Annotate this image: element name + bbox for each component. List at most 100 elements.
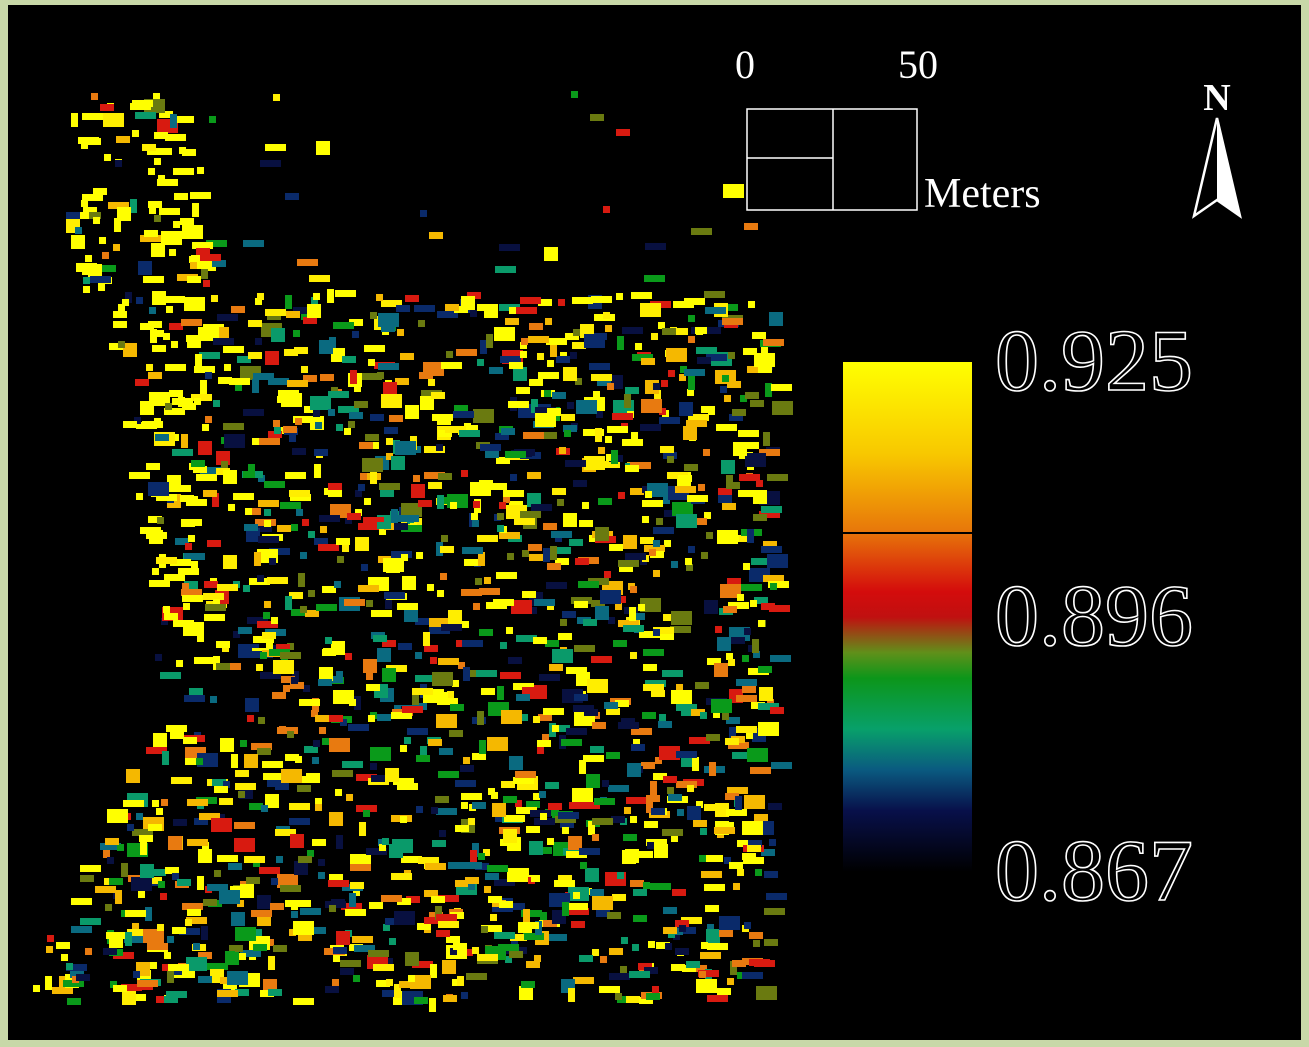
pixel xyxy=(104,154,111,161)
pixel xyxy=(438,473,452,480)
pixel xyxy=(263,773,284,780)
pixel xyxy=(165,134,186,141)
pixel xyxy=(563,367,577,381)
pixel xyxy=(383,924,390,931)
pixel xyxy=(169,323,183,330)
pixel xyxy=(731,637,745,644)
pixel xyxy=(319,667,333,681)
pixel xyxy=(322,586,336,593)
pixel xyxy=(721,460,735,474)
pixel xyxy=(93,188,107,195)
pixel xyxy=(181,434,188,448)
pixel xyxy=(456,349,477,356)
pixel xyxy=(671,611,692,625)
pixel xyxy=(153,733,167,747)
pixel xyxy=(470,310,477,317)
pixel xyxy=(576,400,597,414)
pixel xyxy=(732,960,746,967)
pixel xyxy=(523,909,530,923)
pixel xyxy=(754,814,768,821)
pixel xyxy=(722,318,743,325)
pixel xyxy=(180,218,194,225)
pixel xyxy=(332,979,339,986)
pixel xyxy=(135,112,156,119)
pixel xyxy=(618,492,625,499)
pixel xyxy=(676,514,697,528)
pixel xyxy=(552,725,559,732)
pixel xyxy=(371,775,385,782)
pixel xyxy=(495,266,516,273)
pixel xyxy=(127,824,134,831)
pixel xyxy=(415,652,422,659)
pixel xyxy=(425,863,446,870)
pixel xyxy=(500,672,521,679)
pixel xyxy=(417,923,431,930)
pixel xyxy=(695,327,709,334)
pixel xyxy=(259,867,280,874)
pixel xyxy=(93,217,100,224)
pixel xyxy=(660,446,674,453)
pixel xyxy=(700,952,721,959)
pixel xyxy=(196,758,203,765)
pixel xyxy=(192,242,213,249)
pixel xyxy=(578,581,599,588)
pixel xyxy=(66,963,73,970)
pixel xyxy=(566,667,587,674)
pixel xyxy=(695,682,709,689)
pixel xyxy=(347,513,361,520)
pixel xyxy=(630,652,637,659)
pixel xyxy=(643,649,664,656)
pixel xyxy=(554,880,575,887)
pixel xyxy=(102,252,109,259)
pixel xyxy=(487,737,508,751)
pixel xyxy=(318,544,339,551)
pixel xyxy=(594,798,615,805)
pixel xyxy=(260,160,281,167)
pixel xyxy=(697,357,711,364)
pixel xyxy=(377,522,391,529)
pixel xyxy=(770,655,791,662)
pixel xyxy=(138,891,145,898)
pixel xyxy=(574,645,595,652)
pixel xyxy=(244,524,258,531)
pixel xyxy=(325,986,339,993)
pixel xyxy=(723,606,737,613)
pixel xyxy=(150,329,157,343)
pixel xyxy=(671,690,692,704)
pixel xyxy=(744,795,765,809)
pixel xyxy=(254,552,261,566)
pixel xyxy=(707,943,728,950)
pixel xyxy=(132,130,139,137)
pixel xyxy=(400,816,407,823)
pixel xyxy=(164,574,185,581)
pixel xyxy=(513,777,534,784)
pixel xyxy=(438,921,459,928)
pixel xyxy=(66,212,80,219)
pixel xyxy=(651,808,665,815)
pixel xyxy=(255,338,262,345)
pixel xyxy=(529,841,543,855)
pixel xyxy=(700,828,707,835)
pixel xyxy=(635,343,642,350)
pixel xyxy=(473,603,480,610)
pixel xyxy=(391,509,398,523)
pixel xyxy=(333,322,354,329)
pixel xyxy=(335,789,342,796)
pixel xyxy=(246,877,260,884)
pixel xyxy=(671,964,685,971)
pixel xyxy=(220,977,227,984)
pixel xyxy=(142,144,156,151)
pixel xyxy=(260,652,267,659)
pixel xyxy=(160,672,181,679)
pixel xyxy=(319,515,340,522)
pixel xyxy=(612,413,633,420)
pixel xyxy=(359,822,366,836)
pixel xyxy=(400,353,414,360)
pixel xyxy=(262,632,276,639)
pixel xyxy=(381,394,402,408)
pixel xyxy=(349,412,363,419)
pixel xyxy=(654,844,668,858)
pixel xyxy=(152,291,166,305)
pixel xyxy=(431,392,445,399)
pixel xyxy=(754,353,775,367)
